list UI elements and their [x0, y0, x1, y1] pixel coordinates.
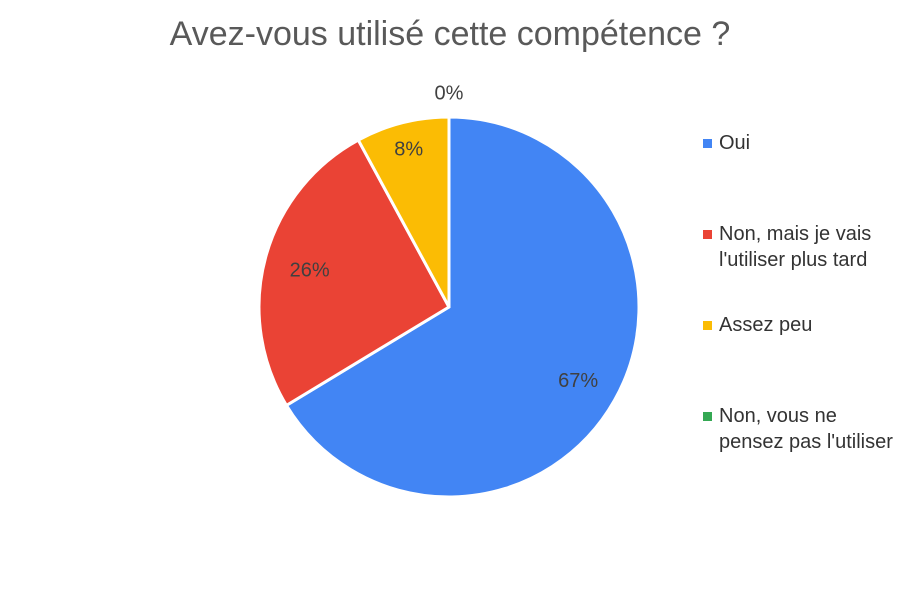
legend-swatch-oui	[703, 139, 712, 148]
legend-swatch-non-plus-tard	[703, 230, 712, 239]
legend-label-non-plus-tard: Non, mais je vais l'utiliser plus tard	[719, 223, 872, 271]
data-label-non-pas-utiliser: 0%	[435, 82, 464, 104]
legend-swatch-non-pas-utiliser	[703, 412, 712, 421]
data-label-assez-peu: 8%	[394, 139, 423, 161]
pie-slice-assez-peu	[356, 115, 451, 309]
data-label-non-plus-tard: 26%	[290, 259, 330, 281]
pie-slice-non-plus-tard	[257, 138, 451, 407]
data-label-oui: 67%	[558, 370, 598, 392]
legend-swatch-assez-peu	[703, 321, 712, 330]
legend-label-oui: Oui	[719, 132, 751, 154]
chart-title: Avez-vous utilisé cette compétence ?	[169, 15, 731, 53]
pie-slice-oui	[284, 115, 641, 499]
legend-label-assez-peu: Assez peu	[719, 314, 813, 336]
legend-label-non-pas-utiliser: Non, vous ne pensez pas l'utiliser	[719, 405, 893, 453]
